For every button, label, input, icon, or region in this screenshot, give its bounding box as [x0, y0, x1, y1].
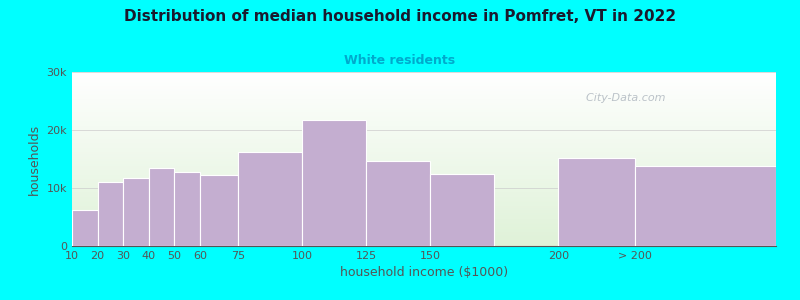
- Text: Distribution of median household income in Pomfret, VT in 2022: Distribution of median household income …: [124, 9, 676, 24]
- Text: City-Data.com: City-Data.com: [579, 93, 666, 103]
- Bar: [72, 210, 98, 246]
- X-axis label: household income ($1000): household income ($1000): [340, 266, 508, 279]
- Bar: [302, 120, 366, 246]
- Bar: [123, 178, 149, 246]
- Bar: [558, 158, 635, 246]
- Bar: [635, 166, 776, 246]
- Bar: [366, 161, 430, 246]
- Bar: [430, 173, 494, 246]
- Y-axis label: households: households: [28, 123, 41, 195]
- Bar: [98, 182, 123, 246]
- Bar: [174, 172, 200, 246]
- Bar: [149, 168, 174, 246]
- Text: White residents: White residents: [345, 54, 455, 67]
- Bar: [238, 152, 302, 246]
- Bar: [200, 175, 238, 246]
